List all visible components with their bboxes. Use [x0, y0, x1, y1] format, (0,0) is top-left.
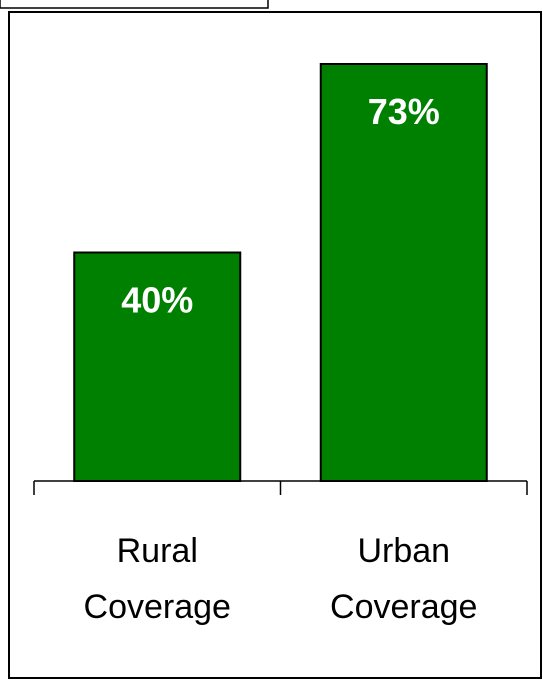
bar-value-label: 73%	[368, 91, 440, 132]
adjacent-panel-frame	[0, 0, 269, 9]
bar-1	[319, 62, 488, 483]
x-tick-label: Coverage	[84, 588, 231, 626]
x-tick-label: Coverage	[330, 588, 477, 626]
bar-0	[73, 251, 242, 482]
plot-area: 40% Rural Coverage 73% Urban Coverage	[33, 62, 528, 626]
x-tick-label: Rural	[117, 532, 198, 570]
bar-value-label: 40%	[121, 280, 193, 321]
x-tick-label: Urban	[357, 532, 450, 570]
